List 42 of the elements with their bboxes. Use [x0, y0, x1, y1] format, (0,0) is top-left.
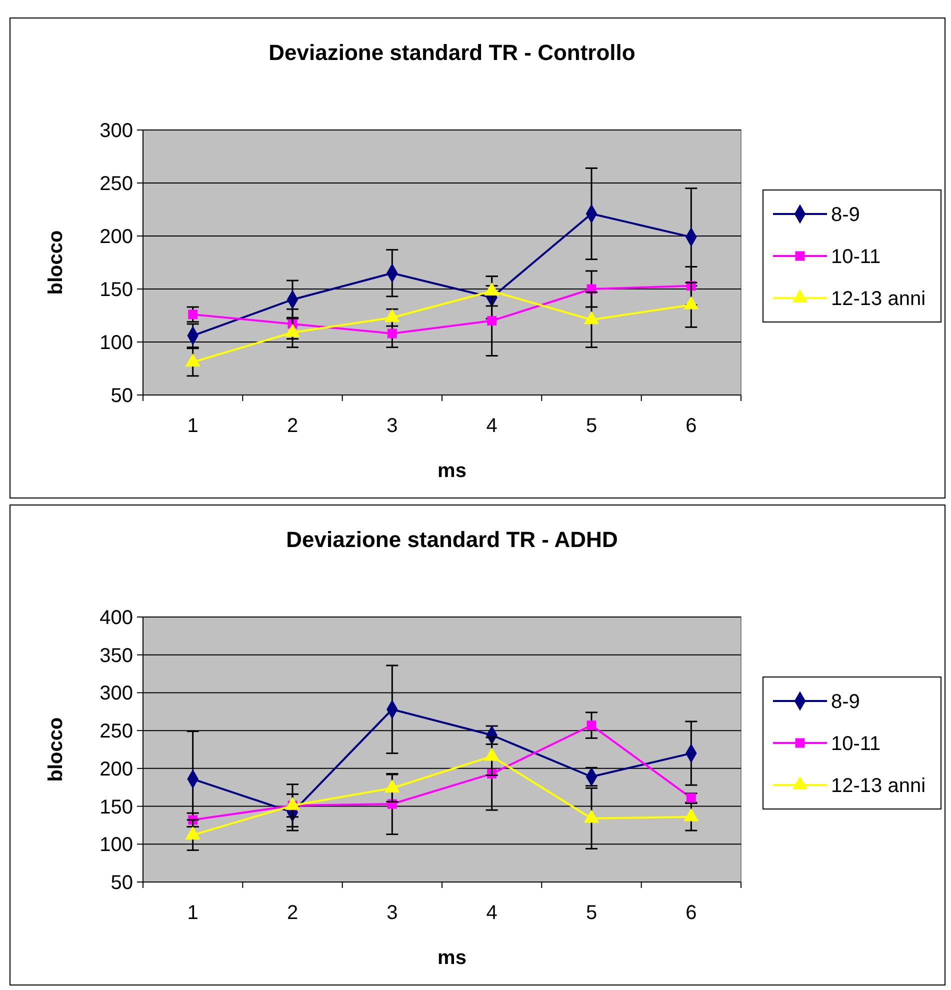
x-tick-label: 4 — [486, 902, 498, 924]
x-axis-title: ms — [438, 460, 466, 482]
legend-label: 12-13 anni — [831, 775, 926, 797]
y-tick-label: 100 — [100, 834, 133, 856]
y-tick-label: 150 — [100, 279, 133, 301]
chart-title: Deviazione standard TR - ADHD — [286, 527, 618, 552]
legend-label: 10-11 — [831, 246, 881, 268]
x-tick-label: 4 — [486, 415, 498, 437]
x-axis-title: ms — [438, 947, 466, 969]
y-tick-label: 50 — [110, 872, 133, 894]
point — [586, 720, 596, 730]
x-tick-label: 1 — [187, 415, 198, 437]
y-tick-label: 250 — [100, 173, 133, 195]
y-tick-label: 200 — [100, 226, 133, 248]
chart-title: Deviazione standard TR - Controllo — [268, 40, 636, 65]
y-tick-label: 350 — [100, 644, 133, 667]
y-tick-label: 300 — [100, 120, 133, 142]
y-tick-label: 300 — [100, 682, 133, 705]
legend-label: 12-13 anni — [831, 288, 926, 310]
y-tick-label: 150 — [100, 796, 133, 818]
x-tick-label: 3 — [386, 902, 398, 924]
y-axis-title: blocco — [45, 230, 67, 295]
x-tick-label: 2 — [286, 902, 298, 924]
legend-label: 8-9 — [831, 204, 860, 226]
x-tick-label: 6 — [686, 415, 697, 437]
x-tick-label: 1 — [187, 902, 198, 924]
x-tick-label: 5 — [586, 415, 598, 437]
point — [487, 316, 497, 326]
y-tick-label: 200 — [100, 758, 133, 780]
legend-label: 10-11 — [831, 733, 881, 755]
x-tick-label: 5 — [586, 902, 598, 924]
y-tick-label: 50 — [110, 385, 133, 407]
point — [188, 310, 198, 320]
y-tick-label: 400 — [100, 607, 133, 629]
x-tick-label: 2 — [286, 415, 298, 437]
y-tick-label: 100 — [100, 332, 133, 354]
x-tick-label: 3 — [386, 415, 398, 437]
legend-label: 8-9 — [831, 691, 860, 713]
x-tick-label: 6 — [686, 902, 697, 924]
y-tick-label: 250 — [100, 720, 133, 743]
point — [387, 328, 397, 338]
y-axis-title: blocco — [45, 717, 67, 782]
